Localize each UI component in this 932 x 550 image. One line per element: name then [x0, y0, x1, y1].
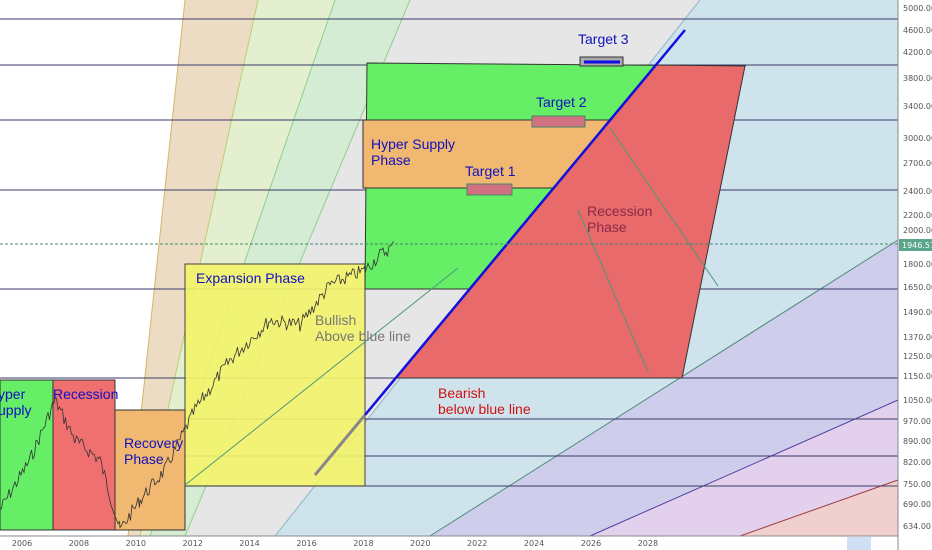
blue-trendline[interactable] [364, 29, 686, 416]
y-tick-label: 3400.00 [903, 102, 932, 111]
x-tick-label: 2028 [638, 539, 658, 548]
y-tick-label: 890.00 [903, 437, 931, 446]
y-tick-label: 970.00 [903, 417, 931, 426]
recession-left-box[interactable] [52, 379, 116, 531]
label-hyper-supply: Hyper Supply Phase [371, 136, 456, 168]
target1-marker[interactable] [466, 183, 513, 196]
x-tick-label: 2006 [12, 539, 32, 548]
y-tick-label: 1250.00 [903, 352, 932, 361]
y-tick-label: 1650.00 [903, 283, 932, 292]
x-tick-label: 2022 [467, 539, 487, 548]
y-tick-label: 1800.00 [903, 260, 932, 269]
y-tick-label: 2000.00 [903, 226, 932, 235]
y-tick-label: 3000.00 [903, 134, 932, 143]
x-tick-label: 2010 [126, 539, 146, 548]
x-tick-label: 2016 [296, 539, 316, 548]
label-target1: Target 1 [465, 163, 516, 179]
arrow-bullish [184, 267, 459, 486]
x-tick-label: 2008 [69, 539, 89, 548]
y-tick-label: 690.00 [903, 500, 931, 509]
y-tick-label: 750.00 [903, 480, 931, 489]
target2-marker[interactable] [531, 115, 586, 128]
x-tick-label: 2020 [410, 539, 430, 548]
y-tick-label: 1490.00 [903, 308, 932, 317]
trendline-gray[interactable] [313, 414, 367, 476]
y-tick-label: 1050.00 [903, 396, 932, 405]
x-tick-label: 2018 [353, 539, 373, 548]
label-hyper-supply-left: yper upply [0, 386, 32, 418]
arrow-recession-2 [609, 127, 719, 287]
label-expansion: Expansion Phase [196, 270, 305, 286]
scroll-indicator[interactable] [847, 537, 871, 550]
price-line [0, 241, 394, 529]
expansion-box[interactable] [184, 263, 366, 487]
y-tick-label: 2400.00 [903, 187, 932, 196]
recovery-box[interactable] [114, 409, 186, 531]
y-tick-label: 4600.00 [903, 26, 932, 35]
x-tick-label: 2026 [581, 539, 601, 548]
y-tick-label: 3800.00 [903, 74, 932, 83]
y-tick-label: 4200.00 [903, 48, 932, 57]
x-tick-label: 2014 [239, 539, 259, 548]
y-tick-label: 634.00 [903, 522, 931, 531]
x-tick-label: 2024 [524, 539, 544, 548]
y-tick-label: 1370.00 [903, 333, 932, 342]
y-tick-label: 2700.00 [903, 159, 932, 168]
label-recession: Recession Phase [587, 203, 653, 235]
y-tick-label: 5000.00 [903, 4, 932, 13]
hyper-supply-left-box[interactable] [0, 379, 54, 531]
label-bullish: Bullish Above blue line [315, 312, 411, 344]
y-tick-label: 2200.00 [903, 211, 932, 220]
last-price-label: 1946.57 [902, 241, 932, 250]
label-target2: Target 2 [536, 94, 587, 110]
arrow-recession-1 [577, 209, 649, 373]
label-bearish: Bearish below blue line [438, 385, 531, 417]
last-price-badge [899, 239, 932, 251]
y-tick-label: 820.00 [903, 458, 931, 467]
label-target3: Target 3 [578, 31, 629, 47]
y-tick-label: 1150.00 [903, 372, 932, 381]
x-tick-label: 2012 [183, 539, 203, 548]
label-recovery: Recovery Phase [124, 435, 184, 467]
label-recession-left: Recession [53, 386, 119, 402]
